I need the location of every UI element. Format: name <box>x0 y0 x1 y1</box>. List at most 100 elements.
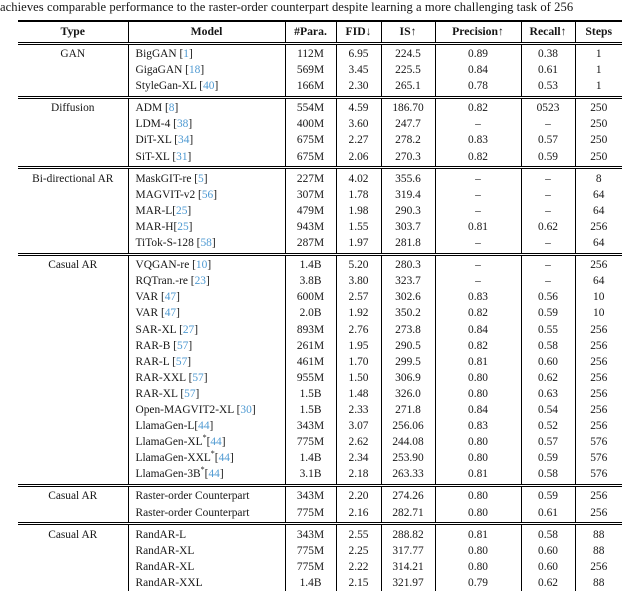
cell-model: LlamaGen-XL*[44] <box>128 434 286 451</box>
cell-is: 186.70 <box>381 97 436 117</box>
model-name: LDM-4 <box>135 118 174 131</box>
citation-bracket-close: ] <box>221 436 226 449</box>
citation-link[interactable]: 25 <box>177 220 189 233</box>
cell-is: 271.8 <box>381 401 436 419</box>
citation-link[interactable]: 23 <box>194 275 206 288</box>
citation-link[interactable]: 25 <box>176 204 188 217</box>
citation-link[interactable]: 31 <box>176 150 188 163</box>
cell-model: MAR-H[25] <box>128 218 286 236</box>
cell-params: 343M <box>285 523 337 543</box>
cell-params: 569M <box>285 62 337 79</box>
cell-fid: 1.70 <box>336 353 382 370</box>
table-section-2: Bi-directional AR MaskGIT-re [5] 227M 4.02 3… <box>18 167 622 255</box>
citation-link[interactable]: 57 <box>176 339 189 352</box>
citation-bracket-open: [ <box>180 387 185 400</box>
cell-steps: 256 <box>590 339 608 352</box>
citation-link[interactable]: 8 <box>168 102 175 115</box>
citation-bracket-close: ] <box>176 291 180 304</box>
cell-fid: 2.27 <box>336 132 382 149</box>
cell-precision: 0.81 <box>435 218 522 236</box>
citation-link[interactable]: 56 <box>201 188 214 201</box>
cell-model: SAR-XL [27] <box>128 321 286 338</box>
citation-link[interactable]: 40 <box>203 80 215 93</box>
model-name: RandAR-XL <box>135 544 195 557</box>
cell-params: 400M <box>285 116 337 133</box>
citation-link[interactable]: 44 <box>210 436 222 449</box>
cell-precision: – <box>435 273 522 290</box>
cell-recall: 0.58 <box>521 337 576 354</box>
cell-type <box>18 62 129 79</box>
citation-link[interactable]: 57 <box>192 371 204 384</box>
citation-link[interactable]: 1 <box>183 48 189 60</box>
cell-steps: 256 <box>590 403 608 416</box>
table-row: RandAR-XL 775M 2.22 314.21 0.80 0.60 256 <box>18 558 622 575</box>
citation-bracket-close: ] <box>211 237 216 250</box>
citation-bracket-open: [ <box>179 323 183 336</box>
table-row: LlamaGen-L[44] 343M 3.07 256.06 0.83 0.52 256 <box>18 418 622 435</box>
citation-link[interactable]: 27 <box>182 323 195 336</box>
cell-precision: 0.84 <box>435 62 522 79</box>
table-section-0: GAN BigGAN [1] 112M 6.95 224.5 0.89 0.38 1 GigaG… <box>18 43 622 98</box>
cell-precision: 0.82 <box>435 305 522 322</box>
model-name: SAR-XL <box>135 323 180 336</box>
table-row: GAN BigGAN [1] 112M 6.95 224.5 0.89 0.38 1 <box>18 43 622 63</box>
citation-link[interactable]: 18 <box>188 64 201 77</box>
citation-bracket-open: [ <box>179 48 184 60</box>
column-header-type: Type <box>18 21 129 43</box>
cell-is: 319.4 <box>381 186 436 203</box>
citation-link[interactable]: 5 <box>198 172 204 185</box>
citation-link[interactable]: 47 <box>164 307 177 320</box>
column-header-recall: Recall↑ <box>521 21 576 43</box>
cell-is: 244.08 <box>381 434 436 451</box>
citation-link[interactable]: 10 <box>195 259 208 272</box>
model-name: RandAR-L <box>135 528 187 541</box>
cell-params: 112M <box>285 43 337 63</box>
cell-type <box>18 116 129 133</box>
table-section-5: Casual AR RandAR-L 343M 2.55 288.82 0.81 0.58 8… <box>18 523 622 591</box>
cell-model: Open-MAGVIT2-XL [30] <box>128 401 286 419</box>
citation-link[interactable]: 38 <box>176 118 189 131</box>
cell-type <box>18 321 129 338</box>
citation-bracket-close: ] <box>189 134 194 147</box>
citation-bracket-open: [ <box>194 420 199 433</box>
citation-bracket-open: [ <box>185 64 189 77</box>
citation-bracket-close: ] <box>188 48 193 60</box>
table-row: SiT-XL [31] 675M 2.06 270.3 0.82 0.59 250 <box>18 148 622 168</box>
cell-recall: 0.56 <box>521 289 576 306</box>
citation-link[interactable]: 57 <box>175 355 188 368</box>
cell-fid: 1.95 <box>336 337 382 354</box>
cell-fid: 1.98 <box>336 202 382 219</box>
citation-bracket-close: ] <box>203 371 208 384</box>
citation-link[interactable]: 47 <box>164 291 177 304</box>
cell-precision: – <box>435 254 522 274</box>
cell-recall: – <box>521 254 576 274</box>
citation-bracket-close: ] <box>187 204 192 217</box>
results-table-container: Type Model #Para. FID↓ IS↑ Precision↑ Recall↑ S… <box>18 20 622 591</box>
cell-recall: 0.61 <box>521 62 576 79</box>
cell-recall: 0523 <box>521 97 576 117</box>
cell-steps: 256 <box>590 506 608 519</box>
model-name: GigaGAN <box>135 64 186 77</box>
cell-recall: 0.55 <box>521 321 576 338</box>
citation-link[interactable]: 44 <box>208 468 220 481</box>
citation-link[interactable]: 57 <box>184 387 196 400</box>
model-name: ADM <box>135 102 165 115</box>
citation-bracket-close: ] <box>203 172 208 185</box>
cell-is: 225.5 <box>381 62 436 79</box>
citation-bracket-close: ] <box>188 220 193 233</box>
cell-steps: 256 <box>590 355 608 368</box>
citation-link[interactable]: 44 <box>198 420 210 433</box>
citation-bracket-close: ] <box>188 339 193 352</box>
model-name: BigGAN <box>135 48 180 60</box>
cell-model: VAR [47] <box>128 305 286 322</box>
citation-bracket-open: [ <box>199 80 204 93</box>
citation-bracket-open: [ <box>190 275 195 288</box>
citation-link[interactable]: 30 <box>240 403 252 416</box>
cell-precision: 0.82 <box>435 148 522 168</box>
cell-precision: 0.80 <box>435 504 522 524</box>
cell-recall: 0.53 <box>521 78 576 98</box>
citation-link[interactable]: 34 <box>178 134 190 147</box>
citation-link[interactable]: 44 <box>218 452 230 465</box>
cell-recall: – <box>521 235 576 255</box>
citation-link[interactable]: 58 <box>200 237 212 250</box>
